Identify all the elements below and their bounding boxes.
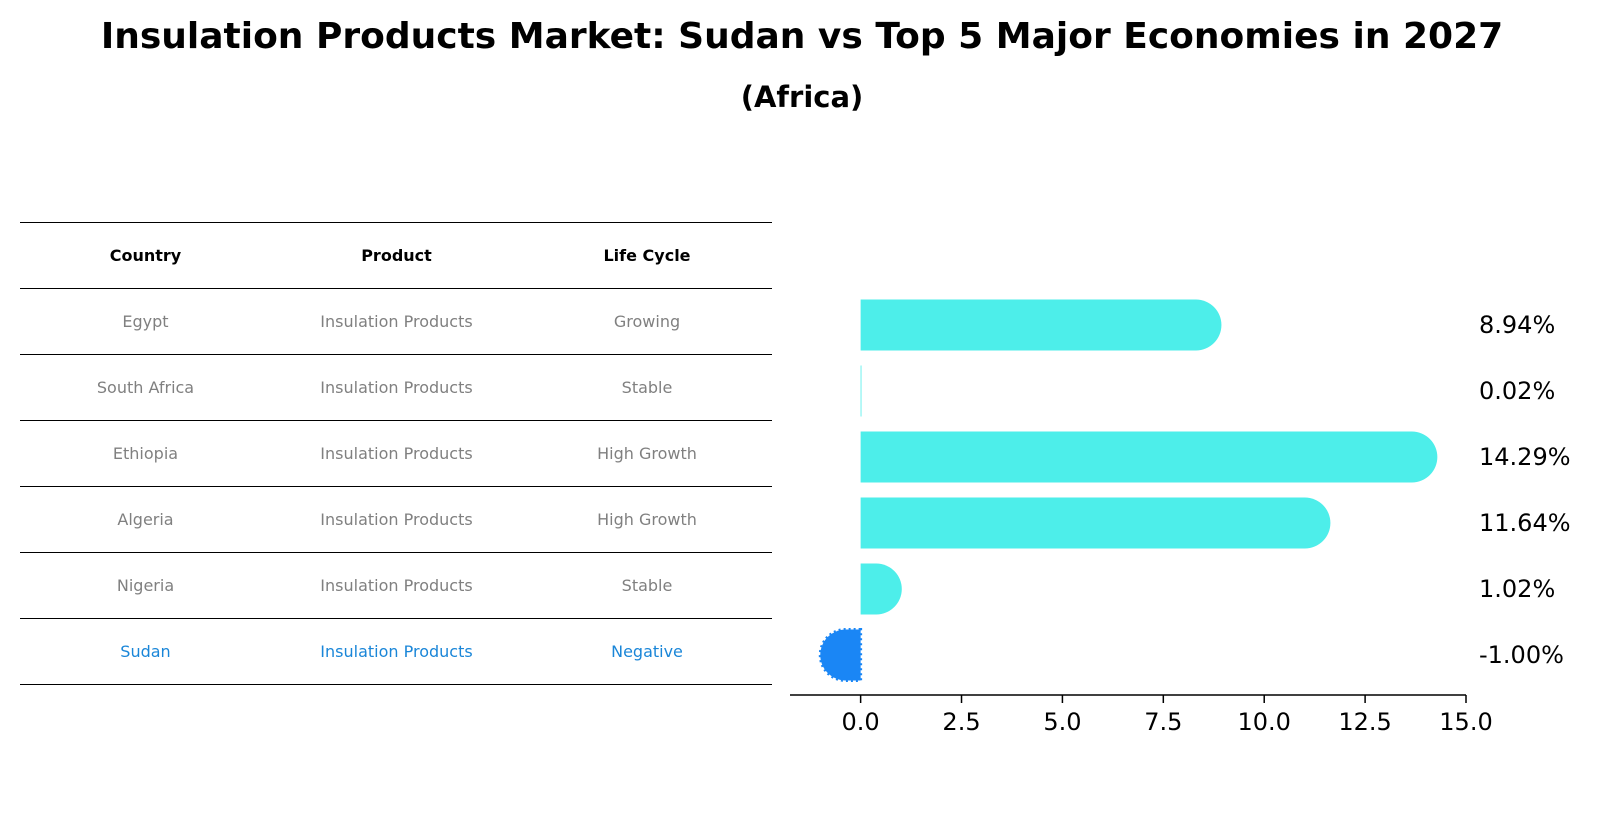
header-product: Product bbox=[271, 222, 522, 289]
table-row: Egypt Insulation Products Growing bbox=[20, 288, 772, 355]
table-row: South Africa Insulation Products Stable bbox=[20, 354, 772, 421]
life-cycle-table: Country Product Life Cycle Egypt Insulat… bbox=[20, 222, 772, 685]
cell-product: Insulation Products bbox=[271, 552, 522, 619]
chart-subtitle: (Africa) bbox=[740, 80, 864, 114]
bar bbox=[860, 563, 902, 615]
cell-country: Nigeria bbox=[20, 552, 271, 619]
cell-life-cycle: Stable bbox=[522, 552, 772, 619]
table-header-row: Country Product Life Cycle bbox=[20, 222, 772, 289]
chart-title: Insulation Products Market: Sudan vs Top… bbox=[100, 16, 1504, 57]
cell-life-cycle: Negative bbox=[522, 618, 772, 685]
bar bbox=[860, 431, 1438, 483]
bar-value-label: 8.94% bbox=[1479, 311, 1555, 339]
bar-highlight bbox=[818, 628, 863, 682]
cell-product: Insulation Products bbox=[271, 420, 522, 487]
x-tick-label: 2.5 bbox=[942, 708, 980, 736]
cell-product: Insulation Products bbox=[271, 486, 522, 553]
x-tick-label: 5.0 bbox=[1043, 708, 1081, 736]
cell-country: Ethiopia bbox=[20, 420, 271, 487]
bar-value-label: 14.29% bbox=[1479, 443, 1571, 471]
bar-value-label: -1.00% bbox=[1479, 641, 1564, 669]
cell-country: Egypt bbox=[20, 288, 271, 355]
table-row: Algeria Insulation Products High Growth bbox=[20, 486, 772, 553]
bar-value-label: 11.64% bbox=[1479, 509, 1571, 537]
bar bbox=[860, 497, 1331, 549]
header-life-cycle: Life Cycle bbox=[522, 222, 772, 289]
cell-life-cycle: High Growth bbox=[522, 420, 772, 487]
table-row: Ethiopia Insulation Products High Growth bbox=[20, 420, 772, 487]
x-tick-label: 0.0 bbox=[842, 708, 880, 736]
cell-country: Algeria bbox=[20, 486, 271, 553]
cell-country: Sudan bbox=[20, 618, 271, 685]
cell-product: Insulation Products bbox=[271, 618, 522, 685]
bar bbox=[860, 365, 862, 417]
bar bbox=[860, 299, 1222, 351]
table-row-highlight: Sudan Insulation Products Negative bbox=[20, 618, 772, 685]
table-row: Nigeria Insulation Products Stable bbox=[20, 552, 772, 619]
cell-life-cycle: Stable bbox=[522, 354, 772, 421]
header-country: Country bbox=[20, 222, 271, 289]
cell-life-cycle: Growing bbox=[522, 288, 772, 355]
x-tick-label: 15.0 bbox=[1439, 708, 1492, 736]
bar-value-label: 1.02% bbox=[1479, 575, 1555, 603]
x-tick-label: 10.0 bbox=[1237, 708, 1290, 736]
x-tick-label: 7.5 bbox=[1144, 708, 1182, 736]
cell-product: Insulation Products bbox=[271, 288, 522, 355]
x-tick-label: 12.5 bbox=[1338, 708, 1391, 736]
cell-country: South Africa bbox=[20, 354, 271, 421]
bar-value-label: 0.02% bbox=[1479, 377, 1555, 405]
cell-product: Insulation Products bbox=[271, 354, 522, 421]
cell-life-cycle: High Growth bbox=[522, 486, 772, 553]
